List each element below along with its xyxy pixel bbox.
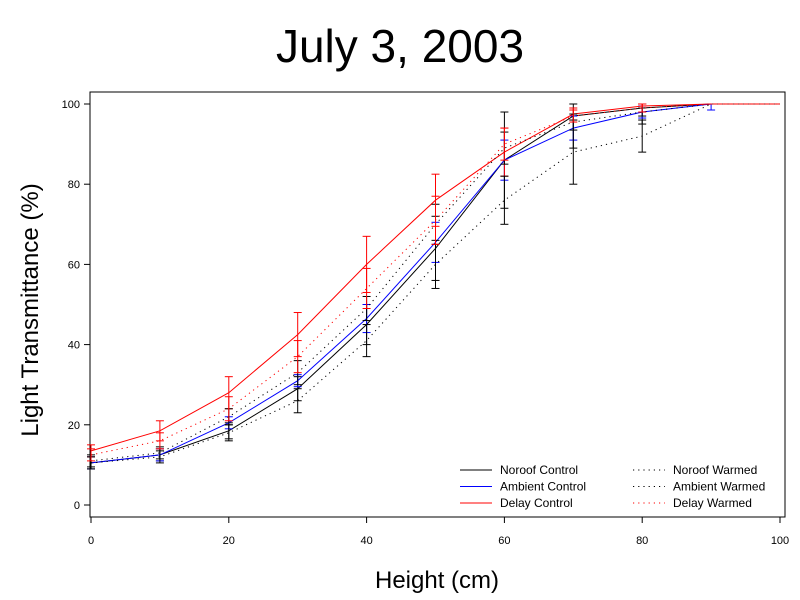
x-tick-label: 20 bbox=[223, 535, 235, 547]
y-tick-label: 40 bbox=[68, 340, 80, 352]
legend-label-ambient-warmed: Ambient Warmed bbox=[673, 480, 765, 494]
chart-title: July 3, 2003 bbox=[276, 20, 524, 72]
plot-frame bbox=[89, 91, 786, 518]
x-tick-label: 80 bbox=[636, 535, 648, 547]
legend-label-delay-control: Delay Control bbox=[500, 496, 573, 510]
x-tick-label: 60 bbox=[498, 535, 510, 547]
x-tick-label: 0 bbox=[88, 535, 94, 547]
y-tick-label: 60 bbox=[68, 259, 80, 271]
axes: 0 20 40 60 80 100 0 20 40 60 80 100 bbox=[62, 99, 790, 547]
series-line-noroof-warmed bbox=[90, 103, 780, 464]
legend-label-noroof-control: Noroof Control bbox=[500, 463, 578, 477]
series-delay-warmed bbox=[87, 103, 780, 462]
y-tick-label: 80 bbox=[68, 179, 80, 191]
y-axis-title: Light Transmittance (%) bbox=[17, 183, 44, 436]
y-tick-label: 20 bbox=[68, 420, 80, 432]
legend: Noroof Control Ambient Control Delay Contr… bbox=[460, 463, 765, 510]
legend-label-ambient-control: Ambient Control bbox=[500, 480, 586, 494]
series-layer bbox=[87, 103, 780, 470]
y-tick-label: 0 bbox=[74, 500, 80, 512]
series-ambient-warmed bbox=[87, 103, 780, 468]
legend-label-delay-warmed: Delay Warmed bbox=[673, 496, 752, 510]
x-axis-title: Height (cm) bbox=[375, 567, 499, 594]
y-tick-label: 100 bbox=[62, 99, 80, 111]
x-tick-label: 40 bbox=[360, 535, 372, 547]
series-noroof-warmed bbox=[87, 103, 780, 470]
x-tick-label: 100 bbox=[771, 535, 789, 547]
legend-label-noroof-warmed: Noroof Warmed bbox=[673, 463, 757, 477]
